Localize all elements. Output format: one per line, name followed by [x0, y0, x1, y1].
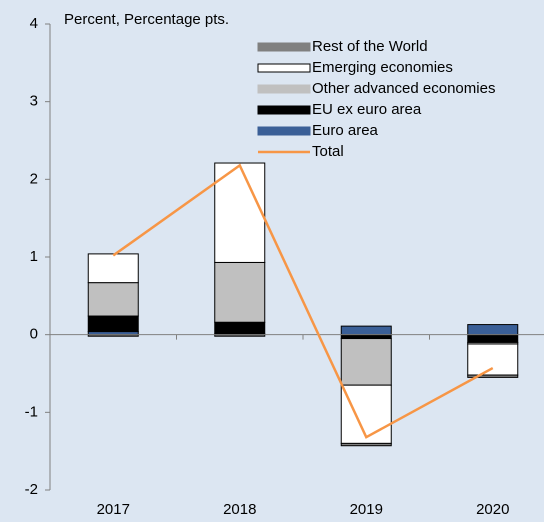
- bar-segment: [340, 338, 392, 386]
- y-tick-label: -1: [25, 403, 38, 420]
- legend-label: Rest of the World: [312, 38, 428, 55]
- bar-segment: [214, 321, 266, 335]
- bar-segment: [214, 162, 266, 263]
- legend-label: EU ex euro area: [312, 101, 422, 118]
- bar-segment: [467, 343, 519, 376]
- y-tick-label: 4: [30, 15, 38, 32]
- legend-label: Emerging economies: [312, 59, 453, 76]
- legend-swatch: [257, 126, 311, 136]
- bar-segment: [340, 384, 392, 444]
- bar-segment: [467, 324, 519, 336]
- y-tick-label: 0: [30, 326, 38, 343]
- bar-segment: [340, 442, 392, 447]
- y-tick-label: -2: [25, 481, 38, 498]
- y-tick-label: 2: [30, 170, 38, 187]
- y-tick-label: 3: [30, 93, 38, 110]
- legend-label: Euro area: [312, 122, 379, 139]
- legend-swatch: [257, 105, 311, 115]
- x-tick-label: 2017: [97, 501, 130, 518]
- x-tick-label: 2019: [350, 501, 383, 518]
- legend-swatch: [257, 84, 311, 94]
- total-line: [112, 163, 494, 439]
- bar-segment: [340, 325, 392, 336]
- y-axis-label: Percent, Percentage pts.: [64, 11, 229, 28]
- bar-segment: [87, 315, 139, 333]
- bar-segment: [87, 253, 139, 284]
- legend-label: Total: [312, 143, 344, 160]
- bar-segment: [214, 261, 266, 323]
- bar-segment: [467, 374, 519, 378]
- bar-segment: [467, 334, 519, 343]
- x-tick-label: 2020: [476, 501, 509, 518]
- x-tick-label: 2018: [223, 501, 256, 518]
- legend-swatch: [257, 63, 311, 73]
- y-tick-label: 1: [30, 248, 38, 265]
- legend-label: Other advanced economies: [312, 80, 495, 97]
- bar-segment: [340, 334, 392, 340]
- legend-swatch: [257, 42, 311, 52]
- bar-segment: [87, 282, 139, 317]
